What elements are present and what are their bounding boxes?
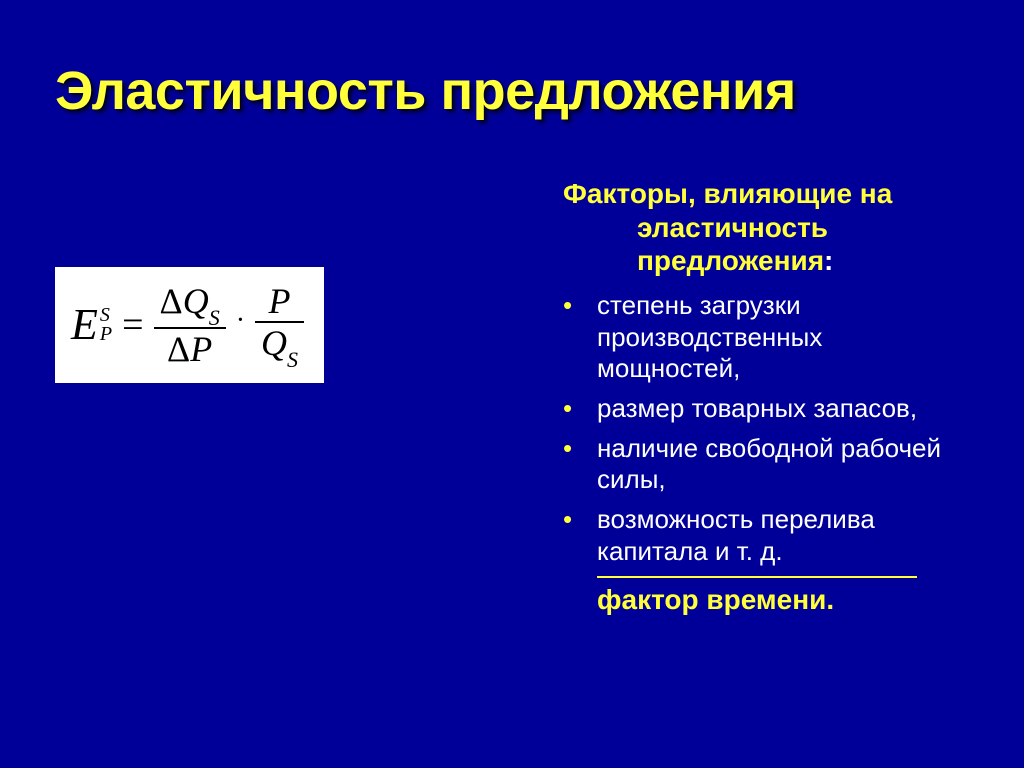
formula-lhs-sub: P [100,325,112,344]
frac1-num-var: Q [183,281,209,321]
frac1-num-delta: Δ [160,281,183,321]
divider-line [597,576,917,578]
text-column: Факторы, влияющие на эластичность предло… [535,177,969,616]
formula-lhs-supsub: S P [100,306,112,344]
frac2-den-var: Q [261,323,287,363]
bullet-list: степень загрузки производственных мощнос… [535,290,969,568]
subheading-colon: : [824,245,833,276]
subheading-line1: Факторы, влияющие на [563,178,892,209]
formula-column: E S P = ΔQS ΔP · P QS [55,177,500,383]
list-item: возможность перелива капитала и т. д. [553,504,969,567]
slide-title: Эластичность предложения [55,60,969,122]
formula-lhs: E S P [71,303,112,347]
frac1-den-var: P [190,329,212,369]
formula-dot: · [236,307,245,335]
subheading-line2: эластичность [563,211,969,245]
content-row: E S P = ΔQS ΔP · P QS [55,177,969,616]
frac2-den-sub: S [287,347,298,372]
formula-frac1: ΔQS ΔP [154,281,226,369]
subheading: Факторы, влияющие на эластичность предло… [535,177,969,278]
formula-lhs-base: E [71,303,98,347]
list-item: наличие свободной рабочей силы, [553,433,969,496]
formula-equals: = [122,306,143,344]
formula-frac2-num: P [263,281,297,321]
list-item: степень загрузки производственных мощнос… [553,290,969,385]
subheading-line3: предложения: [563,244,969,278]
frac1-num-sub: S [209,305,220,330]
subheading-line3-text: предложения [637,245,824,276]
list-item: размер товарных запасов, [553,393,969,425]
formula-box: E S P = ΔQS ΔP · P QS [55,267,324,383]
formula-frac1-num: ΔQS [154,281,226,327]
footer-factor: фактор времени. [535,584,969,616]
frac1-den-delta: Δ [167,329,190,369]
formula-frac2-den: QS [255,323,304,369]
formula-frac2: P QS [255,281,304,369]
formula-frac1-den: ΔP [161,329,218,369]
